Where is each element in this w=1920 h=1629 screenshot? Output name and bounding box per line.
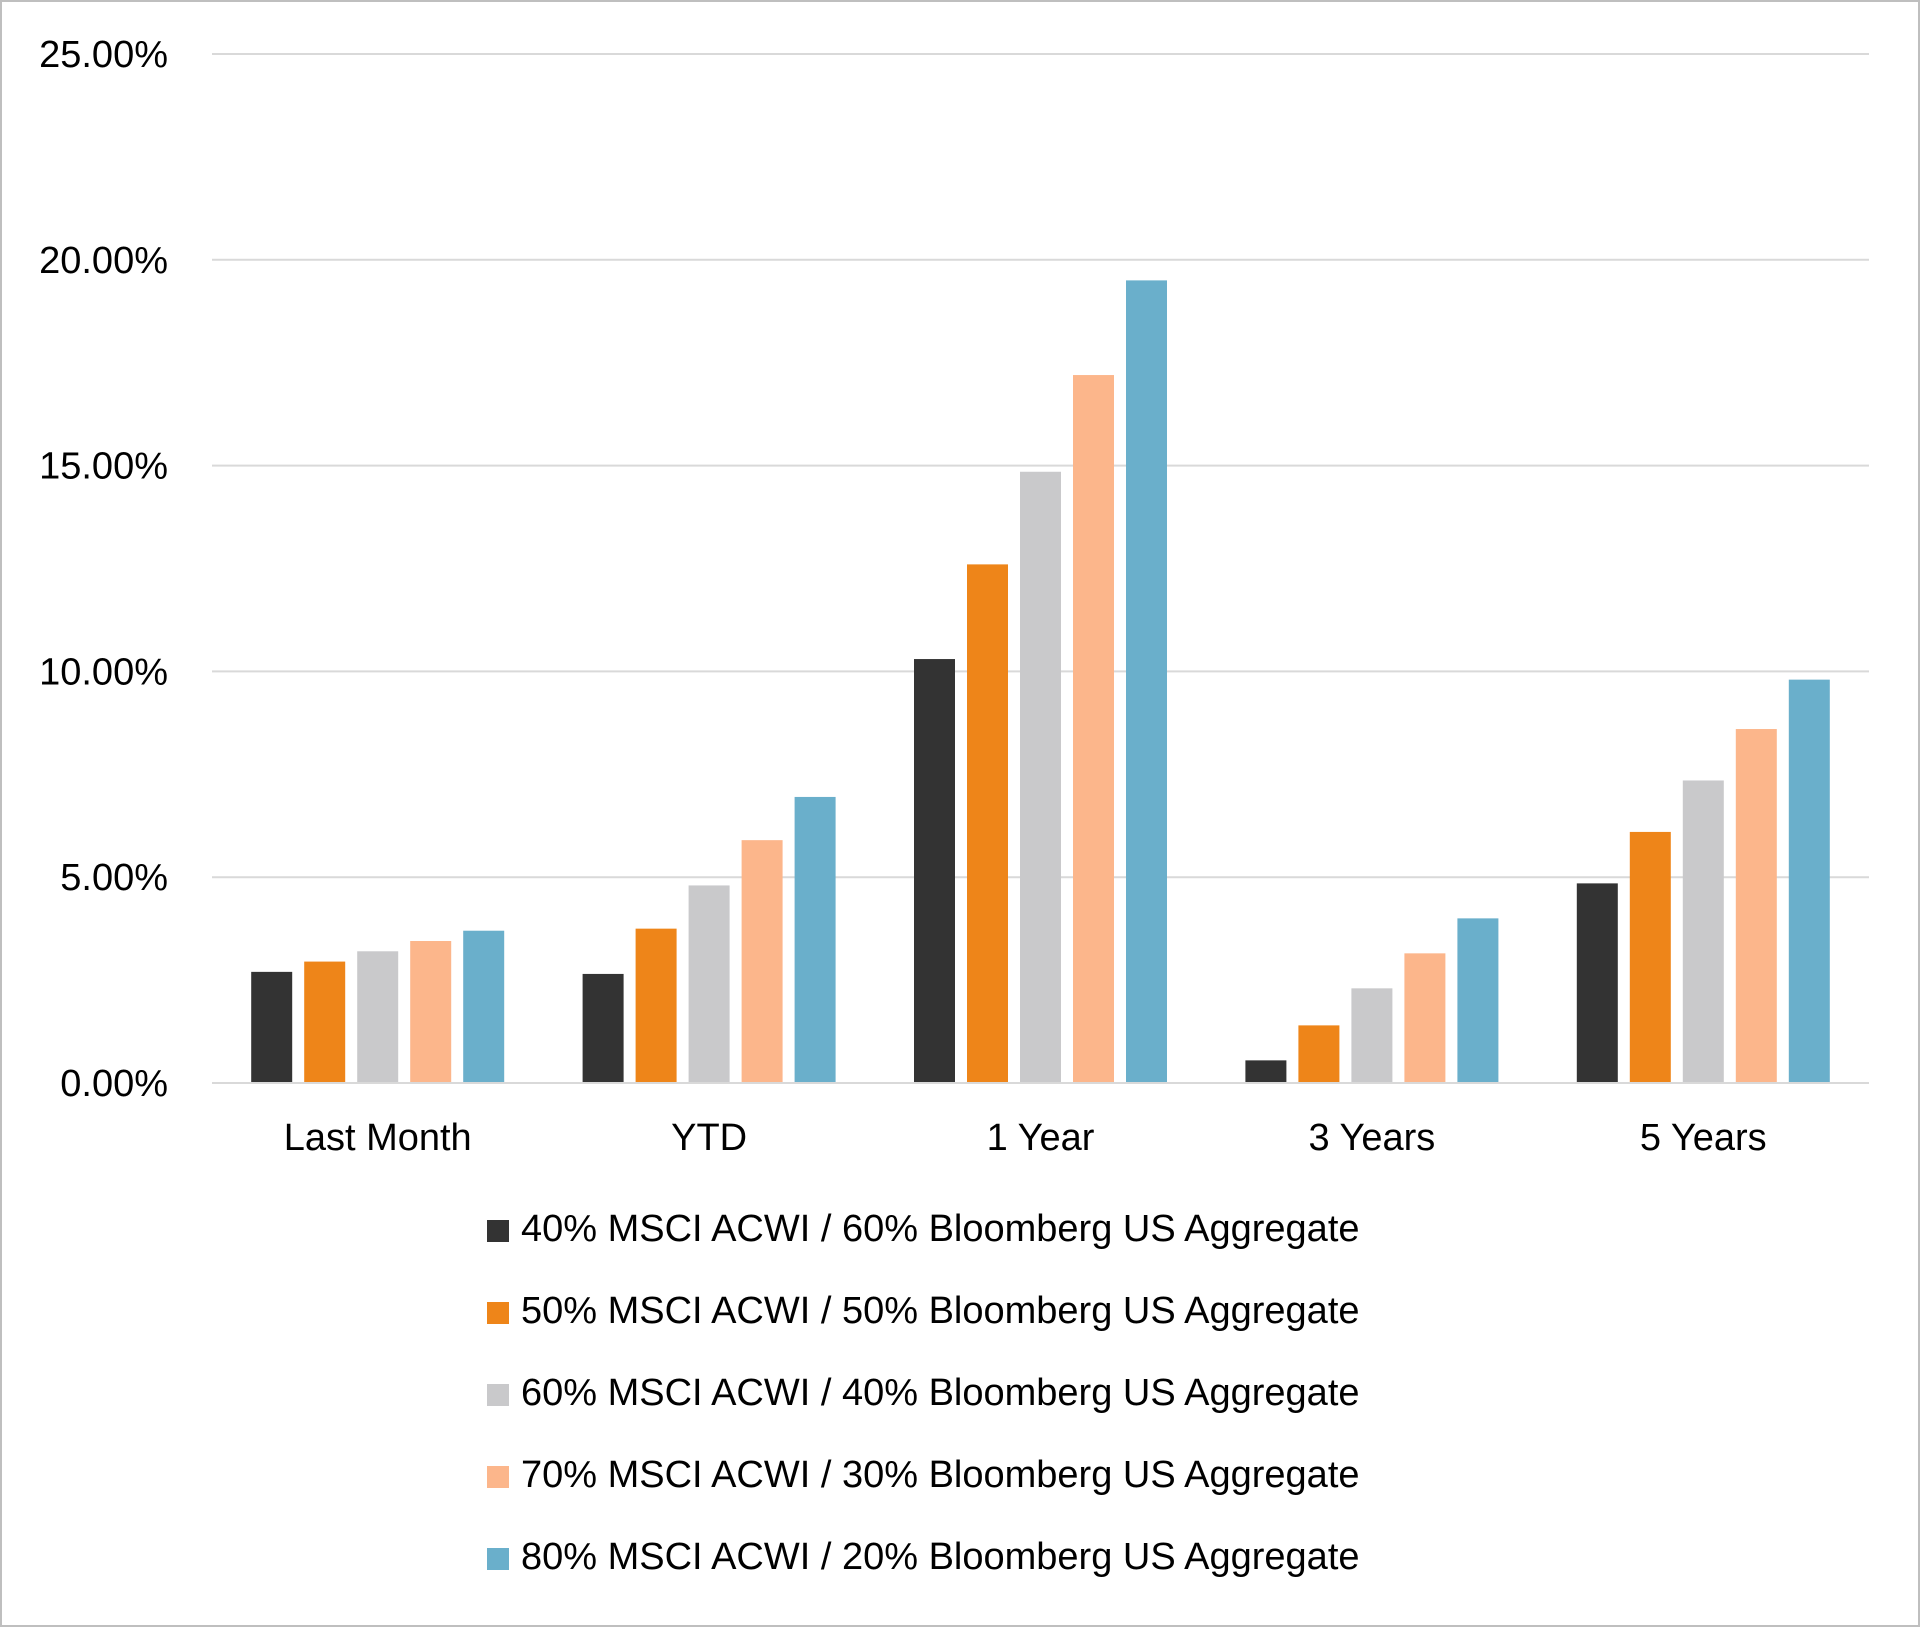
y-tick-label: 15.00% bbox=[39, 446, 168, 488]
bar-2-3-years bbox=[1298, 1025, 1340, 1083]
bar-3-3-years bbox=[1351, 988, 1393, 1083]
x-axis-tick-labels: Last Month YTD 1 Year 3 Years 5 Years bbox=[284, 1117, 1767, 1159]
y-tick-label: 25.00% bbox=[39, 34, 168, 76]
bar-4-3-years bbox=[1404, 953, 1446, 1083]
bar-3-1-year bbox=[1020, 471, 1061, 1083]
legend-label: 80% MSCI ACWI / 20% Bloomberg US Aggrega… bbox=[521, 1536, 1360, 1578]
legend-swatch bbox=[487, 1466, 509, 1488]
bar-5-1-year bbox=[1126, 280, 1167, 1083]
bar-3-5-years bbox=[1682, 780, 1724, 1083]
bars bbox=[251, 280, 1830, 1084]
bar-1-1-year bbox=[914, 659, 955, 1083]
bar-5-last-month bbox=[463, 930, 505, 1083]
legend-swatch bbox=[487, 1548, 509, 1570]
bar-4-ytd bbox=[741, 840, 783, 1083]
x-tick-label: Last Month bbox=[284, 1117, 472, 1159]
bar-5-3-years bbox=[1457, 918, 1499, 1083]
bar-4-1-year bbox=[1073, 375, 1114, 1084]
bar-1-3-years bbox=[1245, 1060, 1287, 1083]
y-axis-tick-labels: 0.00% 5.00% 10.00% 15.00% 20.00% 25.00% bbox=[39, 34, 168, 1105]
x-tick-label: YTD bbox=[671, 1117, 747, 1159]
bar-4-5-years bbox=[1735, 729, 1777, 1083]
bar-1-ytd bbox=[582, 973, 624, 1083]
y-tick-label: 20.00% bbox=[39, 240, 168, 282]
legend-swatch bbox=[487, 1384, 509, 1406]
x-tick-label: 1 Year bbox=[987, 1117, 1095, 1159]
bar-4-last-month bbox=[410, 940, 452, 1083]
legend-label: 70% MSCI ACWI / 30% Bloomberg US Aggrega… bbox=[521, 1454, 1360, 1496]
y-tick-label: 0.00% bbox=[60, 1063, 168, 1105]
legend-swatch bbox=[487, 1302, 509, 1324]
bar-2-last-month bbox=[304, 961, 346, 1083]
bar-2-5-years bbox=[1629, 831, 1671, 1083]
x-tick-label: 5 Years bbox=[1640, 1117, 1767, 1159]
legend-label: 50% MSCI ACWI / 50% Bloomberg US Aggrega… bbox=[521, 1290, 1360, 1332]
legend-swatch bbox=[487, 1220, 509, 1242]
bar-3-last-month bbox=[357, 951, 399, 1083]
legend-label: 40% MSCI ACWI / 60% Bloomberg US Aggrega… bbox=[521, 1208, 1360, 1250]
bar-1-last-month bbox=[251, 971, 293, 1083]
x-tick-label: 3 Years bbox=[1309, 1117, 1436, 1159]
bar-2-ytd bbox=[635, 928, 677, 1083]
bar-1-5-years bbox=[1576, 883, 1618, 1083]
bar-5-ytd bbox=[794, 796, 836, 1083]
legend: 40% MSCI ACWI / 60% Bloomberg US Aggrega… bbox=[487, 1208, 1360, 1578]
gridlines bbox=[212, 53, 1869, 879]
legend-label: 60% MSCI ACWI / 40% Bloomberg US Aggrega… bbox=[521, 1372, 1360, 1414]
bar-5-5-years bbox=[1788, 679, 1830, 1083]
y-tick-label: 5.00% bbox=[60, 857, 168, 899]
bar-3-ytd bbox=[688, 885, 730, 1083]
y-tick-label: 10.00% bbox=[39, 651, 168, 693]
bar-2-1-year bbox=[967, 564, 1008, 1083]
